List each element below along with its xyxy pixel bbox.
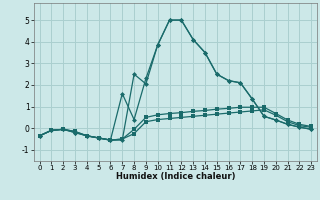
X-axis label: Humidex (Indice chaleur): Humidex (Indice chaleur) — [116, 172, 235, 181]
